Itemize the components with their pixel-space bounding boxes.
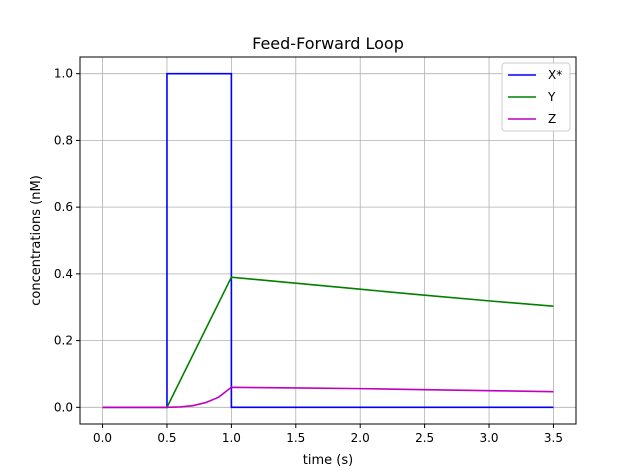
x-tick-label: 2.0 xyxy=(351,431,370,445)
x-tick-label: 1.5 xyxy=(286,431,305,445)
x-tick-label: 0.5 xyxy=(157,431,176,445)
y-tick-label: 0.6 xyxy=(54,200,73,214)
plot-lines xyxy=(102,72,554,409)
legend-label: X* xyxy=(548,68,562,82)
legend-label: Y xyxy=(547,90,556,104)
x-tick-label: 3.5 xyxy=(544,431,563,445)
chart-title: Feed-Forward Loop xyxy=(252,34,404,53)
y-axis-label: concentrations (nM) xyxy=(29,175,44,306)
series-line-y xyxy=(102,276,554,409)
x-tick-label: 1.0 xyxy=(222,431,241,445)
legend: X* YZ xyxy=(501,62,571,132)
x-axis-label: time (s) xyxy=(303,453,353,468)
y-tick-label: 1.0 xyxy=(54,67,73,81)
y-tick-label: 0.0 xyxy=(54,400,73,414)
y-tick-label: 0.4 xyxy=(54,267,73,281)
series-line-x xyxy=(102,72,554,409)
x-tick-label: 3.0 xyxy=(479,431,498,445)
y-tick-label: 0.2 xyxy=(54,334,73,348)
y-axis-ticks: 0.0 0.2 0.4 0.6 0.8 1.0 xyxy=(54,67,80,414)
series-line-z xyxy=(102,386,554,409)
axes-frame xyxy=(79,56,577,425)
x-tick-label: 2.5 xyxy=(415,431,434,445)
x-axis-ticks: 0.0 0.5 1.0 1.5 2.0 2.5 3.0 3.5 xyxy=(93,424,563,445)
x-tick-label: 0.0 xyxy=(93,431,112,445)
legend-label: Z xyxy=(548,112,556,126)
y-tick-label: 0.8 xyxy=(54,133,73,147)
grid xyxy=(80,57,576,424)
